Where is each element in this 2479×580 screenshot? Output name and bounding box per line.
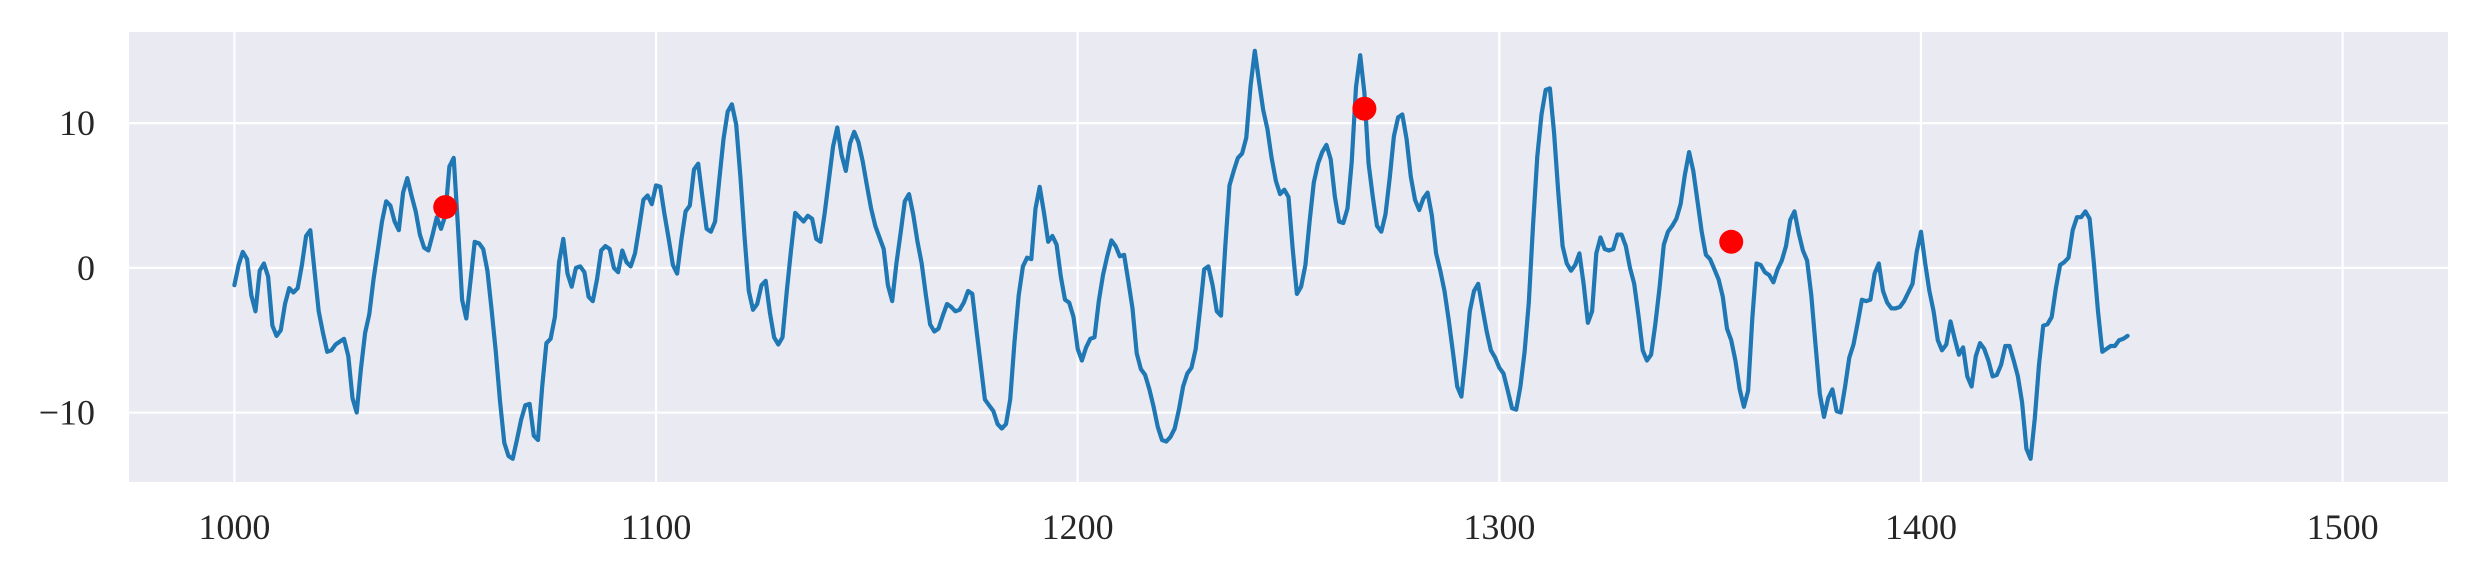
highlight-point [433,195,458,220]
x-tick-label: 1500 [2307,507,2379,547]
highlight-point [1719,229,1744,254]
y-tick-label: −10 [39,393,95,433]
x-tick-label: 1100 [621,507,692,547]
y-tick-label: 0 [77,248,95,288]
x-tick-label: 1000 [198,507,270,547]
series-line [232,48,2130,461]
x-tick-label: 1200 [1042,507,1114,547]
x-axis: 1000 1100 1200 1300 1400 1500 [198,507,2378,547]
x-tick-label: 1300 [1463,507,1535,547]
x-tick-label: 1400 [1885,507,1957,547]
y-tick-label: 10 [59,103,95,143]
markers [433,96,1744,254]
y-axis: −10 0 10 [39,103,95,432]
plot-background [129,32,2448,482]
highlight-point [1352,96,1377,121]
